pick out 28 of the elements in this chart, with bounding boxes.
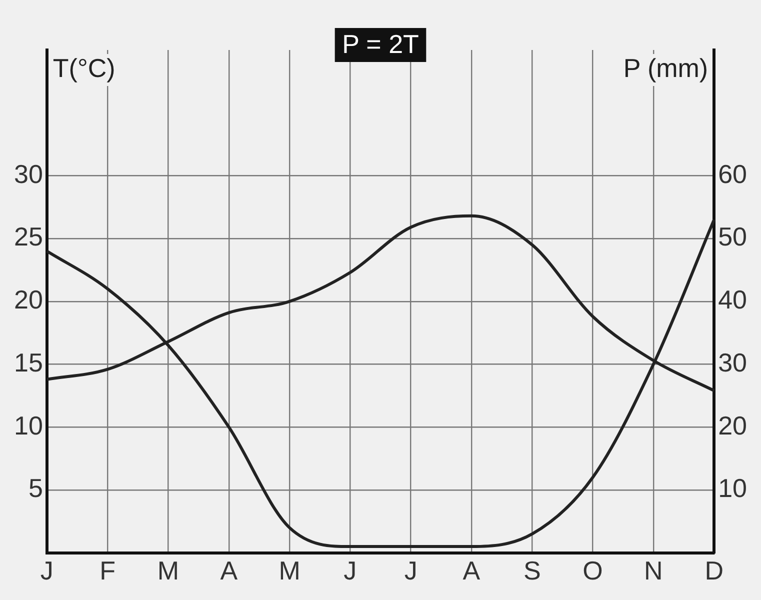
x-tick-label: J [344,556,357,586]
x-tick-label: J [40,556,54,586]
y2-tick-label: 10 [718,473,747,504]
y-axis-title: T(°C) [52,53,116,84]
y2-tick-label: 40 [718,284,747,315]
chart-title: P = 2T [342,29,420,60]
line-series [45,218,716,548]
x-tick-label: O [582,556,603,586]
x-tick-label: D [704,556,724,586]
x-tick-label: N [644,556,663,586]
x-tick-label: A [220,556,238,586]
y-tick-label: 25 [14,222,43,252]
y2-tick-label: 60 [718,158,747,189]
x-tick-label: J [404,556,418,586]
x-tick-label: A [462,556,481,586]
y2-axis-title: P (mm) [623,53,708,84]
y2-tick-label: 30 [718,347,747,378]
y-tick-label: 15 [14,347,43,378]
y-tick-label: 10 [14,410,43,440]
x-tick-label: M [278,556,300,586]
y-tick-label: 30 [14,158,43,189]
y-tick-label: 20 [14,284,43,315]
y2-tick-label: 50 [718,222,747,252]
y-tick-label: 5 [28,473,43,504]
y2-tick-label: 20 [718,410,747,440]
x-tick-label: S [523,556,541,586]
x-tick-label: F [100,556,116,586]
x-tick-label: M [157,556,180,586]
